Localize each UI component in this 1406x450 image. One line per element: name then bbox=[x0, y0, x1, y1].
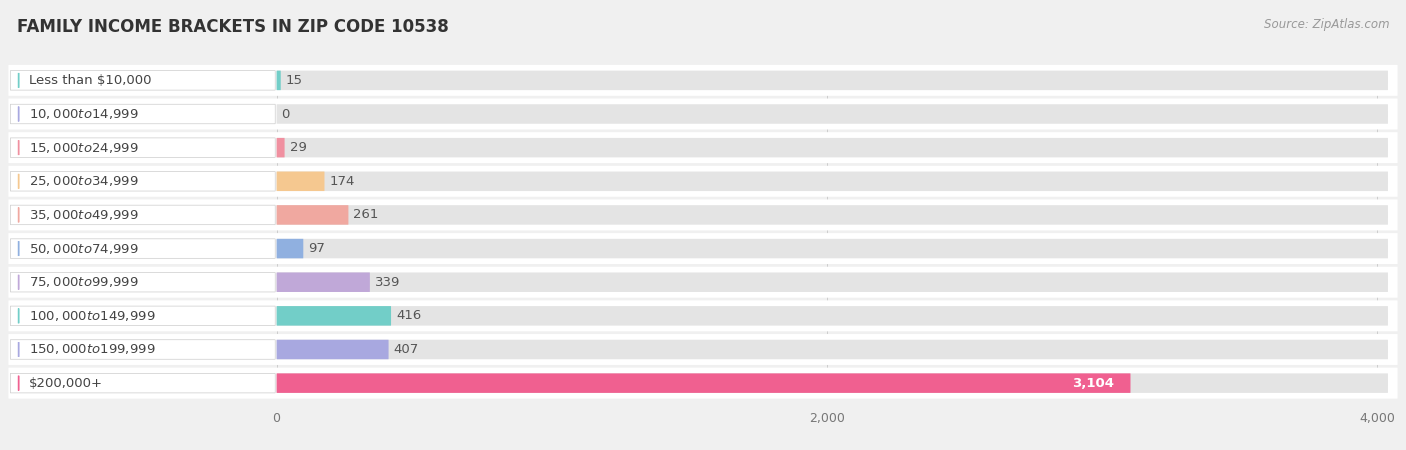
FancyBboxPatch shape bbox=[10, 374, 276, 393]
FancyBboxPatch shape bbox=[8, 267, 1398, 298]
Text: $75,000 to $99,999: $75,000 to $99,999 bbox=[30, 275, 139, 289]
FancyBboxPatch shape bbox=[10, 205, 276, 225]
Text: 3,104: 3,104 bbox=[1071, 377, 1114, 390]
Text: $50,000 to $74,999: $50,000 to $74,999 bbox=[30, 242, 139, 256]
FancyBboxPatch shape bbox=[10, 239, 276, 258]
FancyBboxPatch shape bbox=[277, 205, 349, 225]
Text: Source: ZipAtlas.com: Source: ZipAtlas.com bbox=[1264, 18, 1389, 31]
FancyBboxPatch shape bbox=[277, 272, 370, 292]
Text: Less than $10,000: Less than $10,000 bbox=[30, 74, 152, 87]
Text: 339: 339 bbox=[375, 276, 401, 289]
FancyBboxPatch shape bbox=[277, 272, 1388, 292]
FancyBboxPatch shape bbox=[8, 99, 1398, 130]
FancyBboxPatch shape bbox=[277, 374, 1388, 393]
FancyBboxPatch shape bbox=[277, 104, 1388, 124]
Text: $150,000 to $199,999: $150,000 to $199,999 bbox=[30, 342, 156, 356]
FancyBboxPatch shape bbox=[8, 368, 1398, 399]
Text: $100,000 to $149,999: $100,000 to $149,999 bbox=[30, 309, 156, 323]
Text: FAMILY INCOME BRACKETS IN ZIP CODE 10538: FAMILY INCOME BRACKETS IN ZIP CODE 10538 bbox=[17, 18, 449, 36]
FancyBboxPatch shape bbox=[8, 65, 1398, 96]
FancyBboxPatch shape bbox=[10, 104, 276, 124]
FancyBboxPatch shape bbox=[277, 171, 1388, 191]
Text: 97: 97 bbox=[308, 242, 325, 255]
FancyBboxPatch shape bbox=[277, 306, 1388, 326]
FancyBboxPatch shape bbox=[10, 272, 276, 292]
FancyBboxPatch shape bbox=[277, 239, 304, 258]
FancyBboxPatch shape bbox=[277, 138, 284, 157]
Text: $10,000 to $14,999: $10,000 to $14,999 bbox=[30, 107, 139, 121]
FancyBboxPatch shape bbox=[277, 306, 391, 326]
FancyBboxPatch shape bbox=[8, 166, 1398, 197]
FancyBboxPatch shape bbox=[10, 340, 276, 359]
Text: 29: 29 bbox=[290, 141, 307, 154]
FancyBboxPatch shape bbox=[8, 301, 1398, 331]
Text: 416: 416 bbox=[396, 309, 422, 322]
FancyBboxPatch shape bbox=[8, 334, 1398, 365]
Text: $35,000 to $49,999: $35,000 to $49,999 bbox=[30, 208, 139, 222]
FancyBboxPatch shape bbox=[10, 306, 276, 326]
FancyBboxPatch shape bbox=[10, 138, 276, 157]
FancyBboxPatch shape bbox=[10, 71, 276, 90]
Text: $15,000 to $24,999: $15,000 to $24,999 bbox=[30, 141, 139, 155]
FancyBboxPatch shape bbox=[277, 340, 1388, 359]
FancyBboxPatch shape bbox=[8, 199, 1398, 230]
FancyBboxPatch shape bbox=[277, 71, 281, 90]
FancyBboxPatch shape bbox=[8, 233, 1398, 264]
FancyBboxPatch shape bbox=[8, 132, 1398, 163]
Text: 15: 15 bbox=[285, 74, 302, 87]
FancyBboxPatch shape bbox=[277, 374, 1130, 393]
FancyBboxPatch shape bbox=[277, 71, 1388, 90]
Text: 0: 0 bbox=[281, 108, 290, 121]
FancyBboxPatch shape bbox=[277, 205, 1388, 225]
Text: 174: 174 bbox=[329, 175, 354, 188]
FancyBboxPatch shape bbox=[277, 171, 325, 191]
Text: 261: 261 bbox=[353, 208, 378, 221]
FancyBboxPatch shape bbox=[277, 340, 388, 359]
Text: 407: 407 bbox=[394, 343, 419, 356]
FancyBboxPatch shape bbox=[277, 239, 1388, 258]
FancyBboxPatch shape bbox=[10, 171, 276, 191]
Text: $200,000+: $200,000+ bbox=[30, 377, 103, 390]
FancyBboxPatch shape bbox=[277, 138, 1388, 157]
Text: $25,000 to $34,999: $25,000 to $34,999 bbox=[30, 174, 139, 188]
